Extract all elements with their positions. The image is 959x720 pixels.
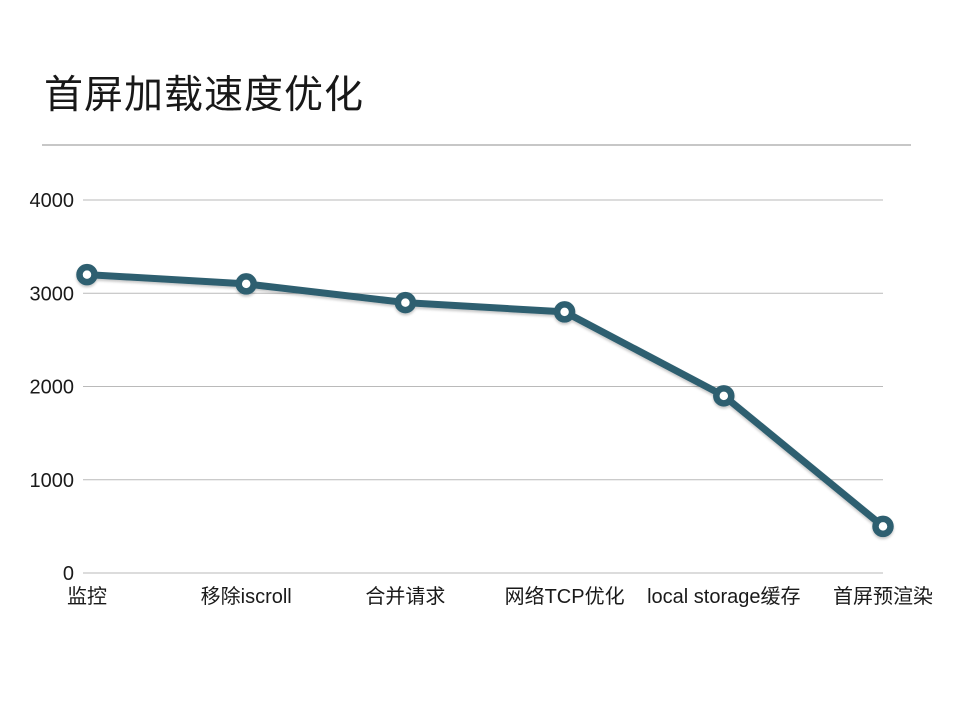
data-point-marker xyxy=(394,291,417,314)
title-divider xyxy=(42,144,911,146)
slide-title: 首屏加载速度优化 xyxy=(44,74,365,117)
data-point-marker xyxy=(235,273,257,295)
y-axis-tick-label: 0 xyxy=(63,563,74,585)
y-axis-tick-label: 4000 xyxy=(30,190,75,212)
y-axis-tick-label: 3000 xyxy=(30,283,75,305)
x-axis-label: 移除iscroll xyxy=(201,585,292,608)
y-axis-tick-label: 1000 xyxy=(30,470,75,492)
series-group xyxy=(76,263,894,538)
x-axis-label: 网络TCP优化 xyxy=(505,585,625,608)
x-axis-label: local storage缓存 xyxy=(647,585,800,608)
x-axis-label: 首屏预渲染 xyxy=(833,585,933,608)
x-axis-label: 合并请求 xyxy=(365,585,445,608)
x-axis-label: 监控 xyxy=(67,585,107,608)
data-point-marker xyxy=(713,385,735,407)
data-point-marker xyxy=(553,301,576,323)
chart-plot-area: 0 1000 2000 3000 4000 监控 移除iscroll 合并请求 网络TCP优化 l… xyxy=(30,190,934,608)
data-point-marker xyxy=(872,515,894,538)
data-point-marker xyxy=(76,263,98,286)
y-axis-tick-label: 2000 xyxy=(30,377,75,399)
series-line xyxy=(83,271,887,530)
